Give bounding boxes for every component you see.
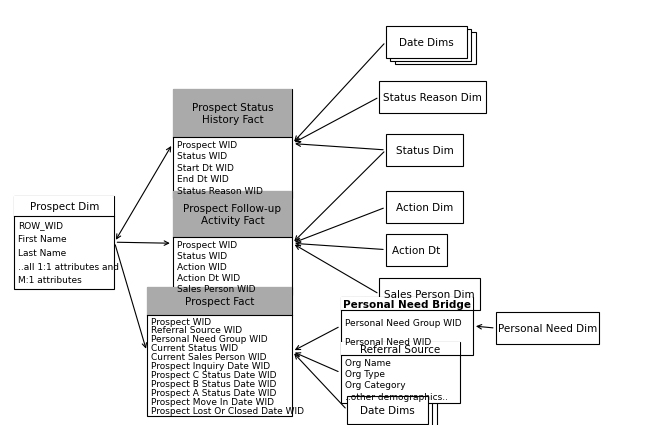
Bar — [386, 135, 463, 167]
Text: Date Dims: Date Dims — [399, 37, 454, 48]
Text: Current Status WID: Current Status WID — [151, 343, 238, 352]
Bar — [395, 33, 476, 64]
Text: Status Dim: Status Dim — [396, 146, 454, 155]
Text: Start Dt WID: Start Dt WID — [177, 164, 234, 173]
Bar — [391, 30, 471, 61]
Text: Sales Person Dim: Sales Person Dim — [384, 290, 475, 299]
Bar — [386, 234, 447, 266]
Text: Action Dt WID: Action Dt WID — [177, 273, 239, 282]
Text: Prospect Move In Date WID: Prospect Move In Date WID — [151, 397, 274, 406]
Text: Prospect B Status Date WID: Prospect B Status Date WID — [151, 379, 276, 388]
Text: Org Name: Org Name — [345, 358, 391, 367]
Text: Action Dt: Action Dt — [393, 245, 441, 255]
Text: Referral Source: Referral Source — [360, 344, 441, 354]
Text: Org Category: Org Category — [345, 380, 405, 389]
Bar — [341, 298, 473, 355]
Bar — [173, 192, 292, 237]
Text: Prospect WID: Prospect WID — [151, 317, 211, 326]
Text: ..all 1:1 attributes and: ..all 1:1 attributes and — [18, 262, 119, 271]
Bar — [496, 312, 599, 344]
Bar — [173, 192, 292, 296]
Bar — [147, 287, 292, 316]
Bar — [380, 279, 480, 311]
Text: Personal Need Group WID: Personal Need Group WID — [345, 318, 461, 327]
Text: Date Dims: Date Dims — [360, 405, 415, 415]
Text: Prospect C Status Date WID: Prospect C Status Date WID — [151, 370, 276, 379]
Bar — [173, 90, 292, 198]
Bar — [356, 402, 437, 426]
Bar — [341, 342, 460, 356]
Text: End Dt WID: End Dt WID — [177, 175, 228, 184]
Text: Personal Need Bridge: Personal Need Bridge — [343, 299, 471, 309]
Bar — [386, 27, 467, 58]
Text: Prospect Follow-up
Activity Fact: Prospect Follow-up Activity Fact — [184, 204, 282, 226]
Text: M:1 attributes: M:1 attributes — [18, 276, 82, 285]
Bar — [347, 396, 428, 424]
Bar — [173, 90, 292, 138]
Bar — [341, 342, 460, 403]
Text: Prospect WID: Prospect WID — [177, 240, 237, 249]
Text: First Name: First Name — [18, 235, 67, 244]
Bar — [352, 399, 432, 426]
Text: Action Dim: Action Dim — [396, 203, 453, 213]
Text: Last Name: Last Name — [18, 248, 66, 257]
Bar — [14, 196, 114, 216]
Text: Sales Person WID: Sales Person WID — [177, 284, 255, 293]
Text: Prospect Fact: Prospect Fact — [185, 296, 254, 306]
Bar — [386, 192, 463, 224]
Bar — [341, 298, 473, 310]
Text: Referral Source WID: Referral Source WID — [151, 325, 242, 335]
Text: Current Sales Person WID: Current Sales Person WID — [151, 352, 266, 361]
Text: Prospect WID: Prospect WID — [177, 141, 237, 150]
Text: Prospect A Status Date WID: Prospect A Status Date WID — [151, 388, 276, 397]
Bar — [380, 82, 486, 114]
Text: Status WID: Status WID — [177, 251, 227, 260]
Text: Status WID: Status WID — [177, 152, 227, 161]
Text: ROW_WID: ROW_WID — [18, 221, 63, 230]
Text: Personal Need Dim: Personal Need Dim — [498, 323, 597, 333]
Text: Personal Need WID: Personal Need WID — [345, 338, 431, 347]
Text: Org Type: Org Type — [345, 369, 385, 378]
Text: Prospect Dim: Prospect Dim — [30, 201, 99, 211]
Bar — [14, 196, 114, 289]
Text: Prospect Status
History Fact: Prospect Status History Fact — [191, 103, 273, 125]
Text: Action WID: Action WID — [177, 262, 227, 271]
Text: Prospect Inquiry Date WID: Prospect Inquiry Date WID — [151, 361, 270, 370]
Text: Status Reason WID: Status Reason WID — [177, 186, 262, 195]
Text: ..other demographics..: ..other demographics.. — [345, 392, 448, 401]
Bar — [147, 287, 292, 416]
Text: Personal Need Group WID: Personal Need Group WID — [151, 334, 267, 343]
Text: Prospect Lost Or Closed Date WID: Prospect Lost Or Closed Date WID — [151, 406, 304, 415]
Text: Status Reason Dim: Status Reason Dim — [384, 93, 482, 103]
